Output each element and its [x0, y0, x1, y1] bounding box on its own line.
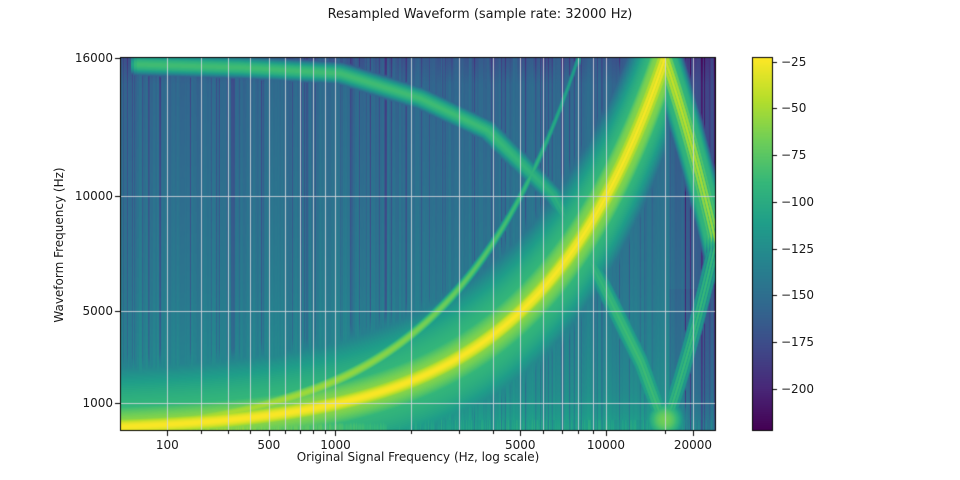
colorbar-tick-label: −100	[781, 194, 814, 209]
chart-title: Resampled Waveform (sample rate: 32000 H…	[327, 7, 633, 22]
x-axis-label: Original Signal Frequency (Hz, log scale…	[296, 450, 540, 464]
x-tick-label: 10000	[586, 438, 626, 452]
colorbar-tick-label: −150	[781, 288, 814, 303]
colorbar-tick-label: −25	[781, 54, 807, 69]
x-tick-label: 1000	[320, 438, 351, 452]
x-tick-label: 5000	[505, 438, 536, 452]
y-tick-label: 10000	[74, 189, 113, 204]
colorbar-tick-label: −175	[781, 335, 814, 350]
colorbar-tick-label: −75	[781, 148, 807, 163]
y-axis-label: Waveform Frequency (Hz)	[52, 167, 66, 323]
colorbar-tick-label: −50	[781, 101, 807, 116]
y-tick-label: 1000	[82, 396, 113, 411]
x-tick-label: 100	[155, 438, 179, 452]
colorbar-tick-label: −125	[781, 241, 814, 256]
x-tick-label: 20000	[673, 438, 713, 452]
x-tick-label: 500	[257, 438, 281, 452]
y-tick-label: 5000	[82, 304, 113, 319]
y-tick-label: 16000	[74, 51, 113, 65]
colorbar-tick-label: −200	[781, 381, 814, 396]
